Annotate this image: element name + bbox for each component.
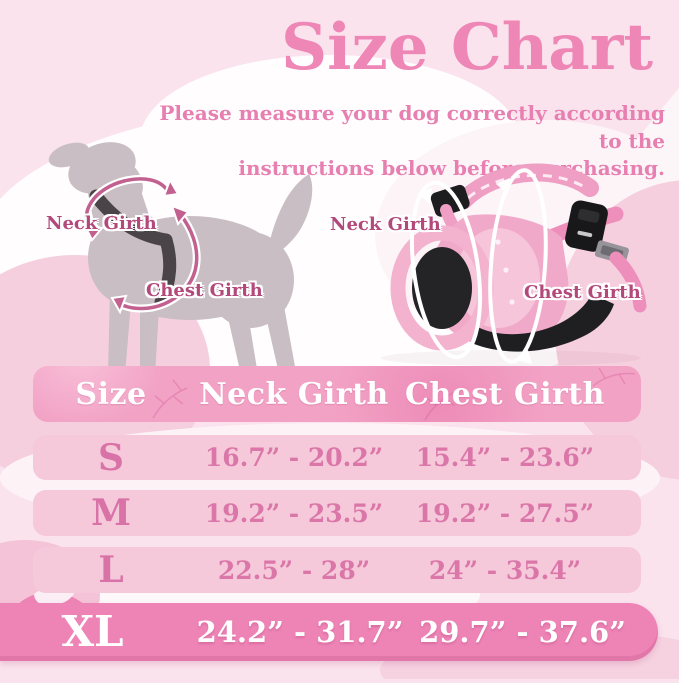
dog-neck-girth-label: Neck Girth — [46, 213, 157, 234]
harness-buckle — [565, 200, 608, 252]
dog-tail — [270, 174, 313, 256]
dog-silhouette-illustration — [48, 142, 313, 375]
neck-girth-value: 19.2” - 23.5” — [204, 498, 384, 528]
dog-harness-straps — [89, 189, 177, 309]
size-table-header: Size Neck Girth Chest Girth — [33, 366, 641, 422]
chest-girth-value: 24” - 35.4” — [428, 555, 582, 585]
neck-girth-value: 16.7” - 20.2” — [204, 443, 384, 472]
subtitle: Please measure your dog correctly accord… — [130, 100, 665, 183]
neck-girth-value: 22.5” - 28” — [217, 555, 371, 585]
col-header-size: Size — [75, 376, 147, 412]
dog-chest-girth-label: Chest Girth — [146, 280, 263, 301]
col-header-chest-girth: Chest Girth — [405, 376, 605, 412]
size-row-s: S 16.7” - 20.2” 15.4” - 23.6” — [33, 435, 641, 480]
size-row-xl-highlighted: XL 24.2” - 31.7” 29.7” - 37.6” — [0, 603, 658, 661]
harness-chest-girth-arrow — [488, 168, 548, 364]
harness-neck-girth-arrow — [410, 180, 482, 360]
chest-girth-value: 29.7” - 37.6” — [419, 615, 626, 649]
chest-girth-value: 15.4” - 23.6” — [415, 443, 595, 472]
size-value: XL — [61, 607, 124, 656]
subtitle-line-1: Please measure your dog correctly accord… — [159, 101, 665, 153]
dog-neck-girth-arrow — [82, 174, 180, 242]
harness-chest-girth-label: Chest Girth — [524, 282, 641, 303]
floral-doodles — [152, 367, 636, 421]
col-header-neck-girth: Neck Girth — [199, 376, 389, 412]
dog-chest-girth-arrow — [110, 204, 201, 315]
size-value: S — [98, 436, 124, 479]
harness-belly-pad — [474, 294, 614, 352]
size-row-l: L 22.5” - 28” 24” - 35.4” — [33, 547, 641, 593]
size-value: L — [98, 549, 124, 591]
size-row-m: M 19.2” - 23.5” 19.2” - 27.5” — [33, 490, 641, 536]
page-title: Size Chart — [280, 10, 654, 85]
chest-girth-value: 19.2” - 27.5” — [415, 498, 595, 528]
harness-product-image — [381, 163, 647, 366]
size-value: M — [91, 492, 131, 534]
neck-girth-value: 24.2” - 31.7” — [196, 615, 404, 649]
harness-neck-girth-label: Neck Girth — [330, 214, 441, 235]
harness-neck-loop — [390, 225, 494, 351]
harness-handle — [455, 163, 599, 209]
